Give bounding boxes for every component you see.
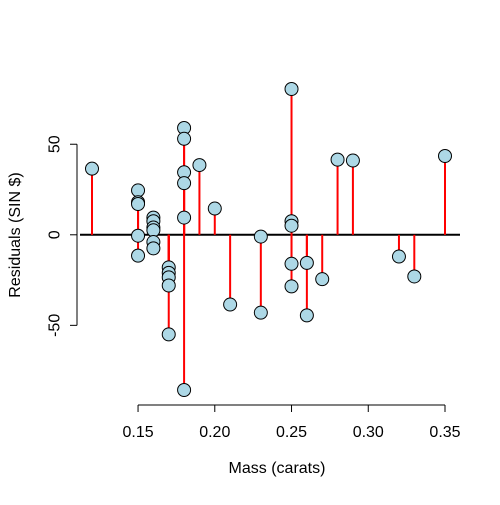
data-point (85, 161, 99, 176)
data-point (345, 153, 360, 168)
x-axis-title: Mass (carats) (229, 460, 326, 477)
data-point (299, 308, 314, 323)
data-point (207, 201, 222, 216)
data-points (85, 82, 452, 397)
data-point (131, 248, 146, 263)
data-point (192, 158, 207, 173)
data-point (131, 197, 146, 212)
data-point (177, 131, 192, 146)
y-tick-label: 0 (47, 230, 64, 239)
data-point (146, 241, 161, 256)
data-point (146, 223, 161, 238)
x-tick-label: 0.25 (276, 424, 307, 441)
axes: 0.15 0.20 0.25 0.30 0.35 -50 0 50 (47, 135, 461, 441)
data-point (284, 82, 299, 96)
data-point (391, 249, 406, 264)
x-tick-label: 0.15 (122, 424, 153, 441)
data-point (284, 218, 299, 233)
data-point (253, 305, 268, 320)
data-point (177, 210, 192, 225)
data-point (330, 152, 345, 167)
data-point (161, 327, 176, 342)
data-point (438, 149, 452, 164)
data-point (407, 269, 422, 284)
residual-stems (91, 89, 446, 390)
x-tick-label: 0.35 (429, 424, 460, 441)
x-tick-label: 0.20 (199, 424, 230, 441)
data-point (177, 176, 192, 191)
y-tick-label: 50 (47, 135, 64, 153)
y-axis-title: Residuals (SIN $) (7, 172, 24, 297)
data-point (161, 278, 176, 293)
data-point (131, 183, 146, 198)
data-point (299, 255, 314, 270)
data-point (284, 256, 299, 271)
data-point (253, 229, 268, 244)
data-point (315, 272, 330, 287)
data-point (131, 228, 146, 243)
data-point (284, 279, 299, 294)
data-point (223, 297, 238, 312)
y-tick-label: -50 (47, 314, 64, 337)
data-point (177, 383, 192, 397)
x-tick-label: 0.30 (353, 424, 384, 441)
